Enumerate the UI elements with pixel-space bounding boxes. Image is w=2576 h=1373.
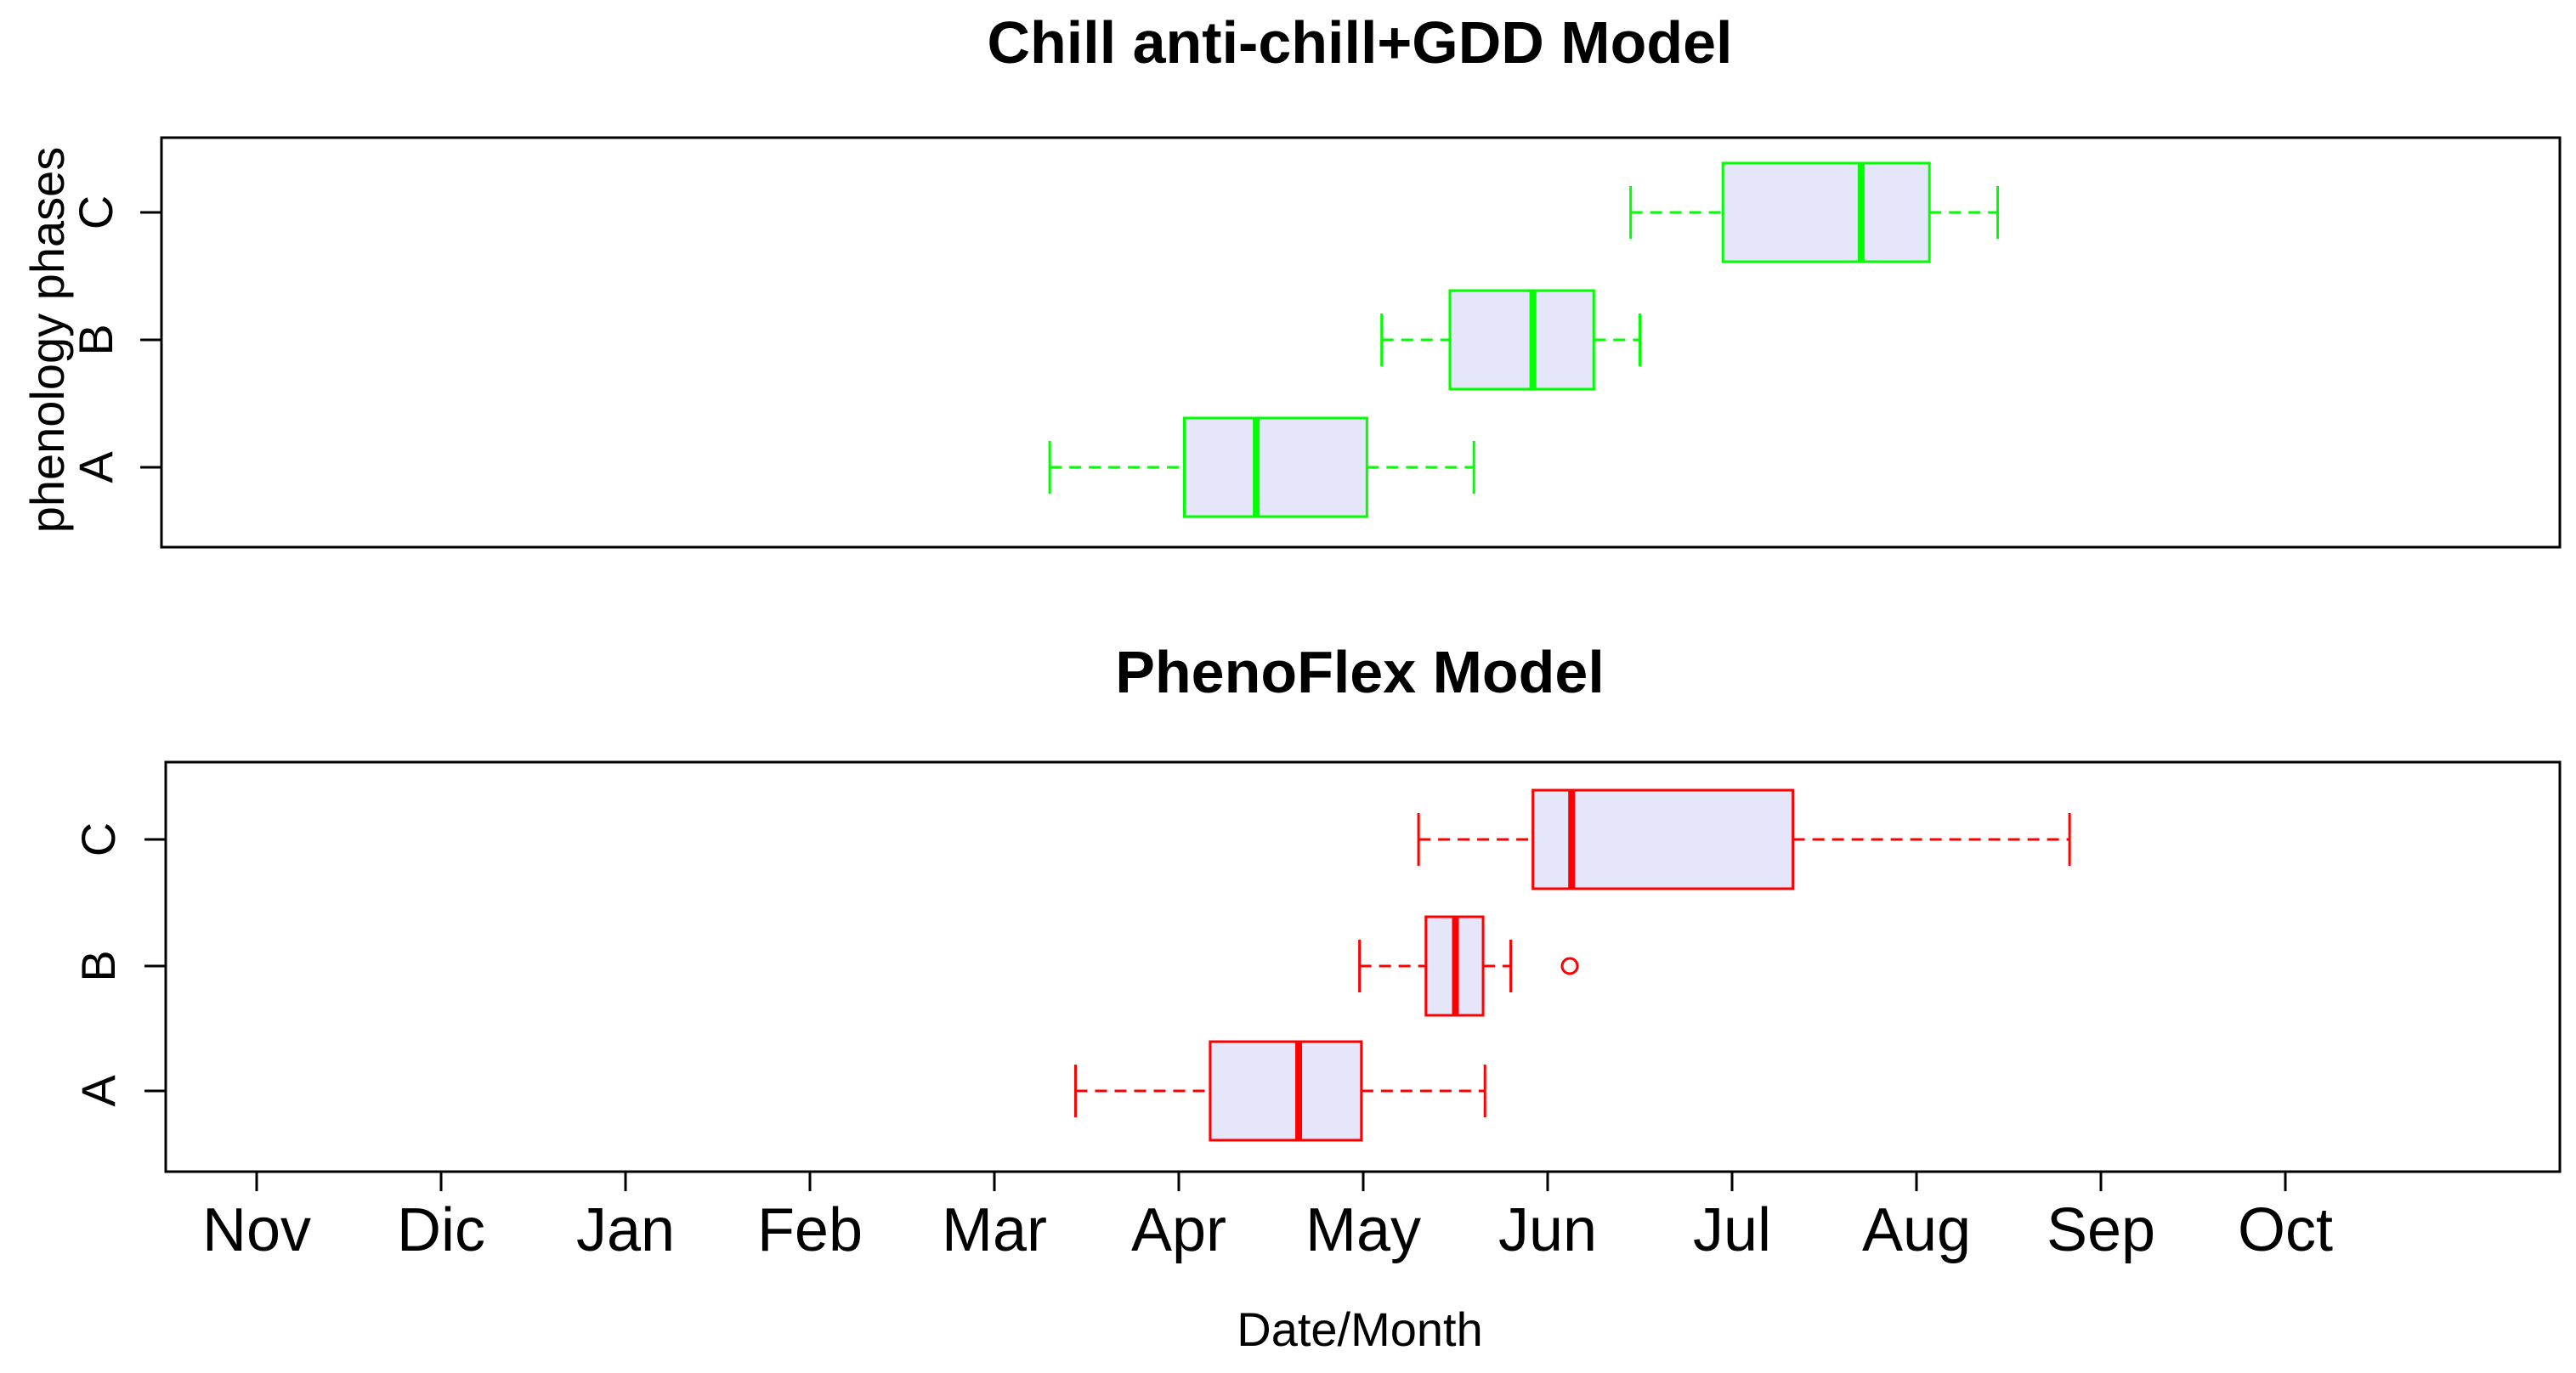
x-axis: Nov Dic Jan Feb Mar Apr May Jun Jul Aug Sep Oct	[202, 1170, 2333, 1264]
x-tick-label-jul: Jul	[1693, 1196, 1771, 1264]
x-tick-label-sep: Sep	[2047, 1196, 2155, 1264]
bottom-panel-title: PhenoFlex Model	[1115, 639, 1605, 705]
top-y-tick-label-b: B	[69, 324, 122, 355]
x-tick-label-may: May	[1305, 1196, 1421, 1264]
top-y-tick-label-c: C	[69, 195, 122, 229]
top-panel-title: Chill anti-chill+GDD Model	[988, 9, 1733, 76]
top-y-tick-label-a: A	[69, 451, 122, 483]
bottom-y-tick-label-a: A	[71, 1075, 125, 1107]
x-axis-label: Date/Month	[1237, 1302, 1483, 1356]
x-tick-label-jan: Jan	[576, 1196, 675, 1264]
bottom-panel-boxes	[1073, 788, 2071, 1142]
panel1-b-box	[1448, 289, 1595, 391]
bottom-y-tick-label-b: B	[71, 950, 125, 981]
panel1-a-box	[1183, 416, 1368, 518]
top-y-axis-label: phenology phases	[20, 147, 74, 534]
x-tick-label-jun: Jun	[1498, 1196, 1597, 1264]
top-panel: Chill anti-chill+GDD Model A B C phenolo…	[20, 9, 2562, 549]
x-tick-label-aug: Aug	[1862, 1196, 1971, 1264]
x-tick-label-nov: Nov	[202, 1196, 311, 1264]
panel2-a-box	[1209, 1040, 1363, 1142]
panel1-c-box	[1721, 161, 1931, 263]
panel2-b-outlier-0	[1560, 957, 1579, 975]
top-panel-y-ticks: A B C	[69, 195, 161, 483]
bottom-panel: PhenoFlex Model A B C Nov Dic Jan Feb Mar Apr…	[71, 639, 2562, 1356]
panel2-c-box	[1531, 788, 1795, 890]
top-panel-frame	[160, 136, 2562, 549]
bottom-y-tick-label-c: C	[71, 822, 125, 856]
x-tick-label-oct: Oct	[2238, 1196, 2333, 1264]
top-panel-boxes	[1048, 161, 1999, 518]
x-tick-label-feb: Feb	[757, 1196, 863, 1264]
x-tick-label-dic: Dic	[397, 1196, 485, 1264]
x-tick-label-mar: Mar	[942, 1196, 1047, 1264]
x-tick-label-apr: Apr	[1131, 1196, 1226, 1264]
bottom-panel-y-ticks: A B C	[71, 822, 166, 1107]
